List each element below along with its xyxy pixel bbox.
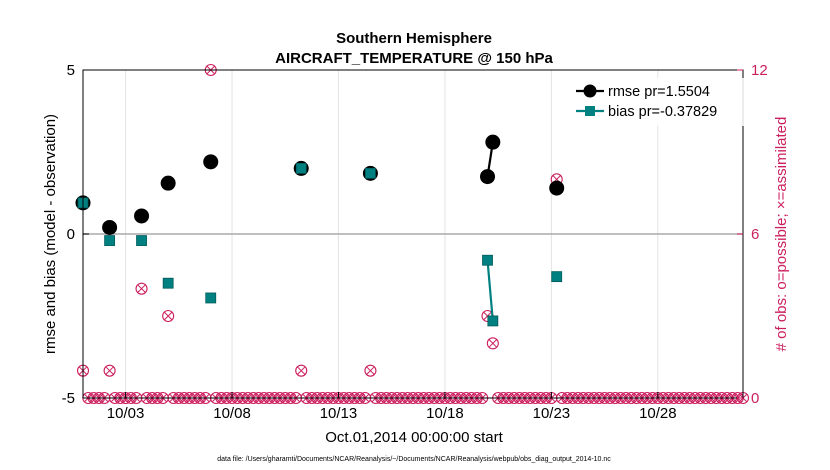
x-tick-label: 10/03 [107, 405, 145, 422]
obs-count-point [364, 364, 377, 377]
y-axis-label: rmse and bias (model - observation) [42, 114, 59, 354]
y-tick-label: 5 [67, 62, 75, 79]
obs-marker-circle [162, 309, 175, 323]
bias-point [136, 235, 147, 246]
chart-subtitle: AIRCRAFT_TEMPERATURE @ 150 hPa [275, 50, 553, 67]
obs-count-point [135, 282, 148, 295]
y-tick-label: 0 [67, 226, 75, 243]
legend-marker-bias [585, 106, 595, 116]
obs-marker-circle [135, 282, 148, 295]
y2-tick-label: 12 [751, 62, 768, 79]
obs-marker-circle [295, 364, 308, 377]
obs-marker-circle [364, 364, 377, 377]
legend-label-1: bias pr=-0.37829 [608, 104, 717, 120]
obs-marker-cross [137, 284, 146, 293]
bias-point [104, 235, 116, 246]
obs-marker-cross [105, 366, 114, 375]
data-file-footnote: data file: /Users/gharamti/Documents/NCA… [217, 456, 611, 463]
bias-point [551, 271, 563, 283]
chart-title: Southern Hemisphere [336, 30, 492, 47]
obs-marker-cross [488, 339, 498, 348]
obs-marker-cross [366, 366, 375, 375]
x-tick-label: 10/13 [320, 405, 358, 422]
x-tick-label: 10/23 [533, 405, 571, 422]
bias-point [482, 254, 493, 266]
x-tick-label: 10/28 [639, 405, 677, 422]
rmse-point [549, 180, 565, 196]
legend-marker-rmse [583, 84, 597, 98]
rmse-point [134, 208, 150, 224]
rmse-point [102, 219, 118, 235]
legend: rmse pr=1.5504 bias pr=-0.37829 [574, 78, 746, 126]
bias-point [205, 292, 217, 304]
obs-marker-circle [103, 364, 116, 377]
x-tick-label: 10/08 [213, 405, 251, 422]
obs-count-point [162, 309, 175, 323]
bias-point [365, 167, 376, 179]
bias-point [295, 162, 307, 174]
bias-point [487, 315, 499, 327]
obs-count-point [103, 364, 116, 377]
legend-box [574, 78, 746, 126]
obs-count-point [295, 364, 308, 377]
y2-tick-label: 6 [751, 226, 759, 243]
axes: -5 0 5 0 6 12 10/03 10/08 10/13 10/18 10/23 10/28 [62, 62, 768, 422]
rmse-point [485, 134, 501, 150]
series-line-1 [486, 260, 494, 322]
y-tick-label: -5 [62, 390, 75, 407]
x-axis-label: Oct.01,2014 00:00:00 start [325, 429, 503, 446]
x-tick-label: 10/18 [426, 405, 464, 422]
bias-point [162, 277, 174, 289]
legend-label-0: rmse pr=1.5504 [608, 84, 710, 100]
y2-tick-label: 0 [751, 390, 759, 407]
series-layer [75, 134, 565, 327]
obs-marker-circle [486, 337, 499, 350]
rmse-point [203, 154, 219, 170]
y2-axis-label: # of obs: o=possible; ×=assimilated [773, 117, 790, 352]
obs-marker-cross [163, 311, 173, 321]
rmse-point [160, 175, 176, 191]
rmse-point [480, 169, 496, 185]
obs-count-point [486, 337, 499, 350]
obs-marker-cross [297, 366, 306, 375]
